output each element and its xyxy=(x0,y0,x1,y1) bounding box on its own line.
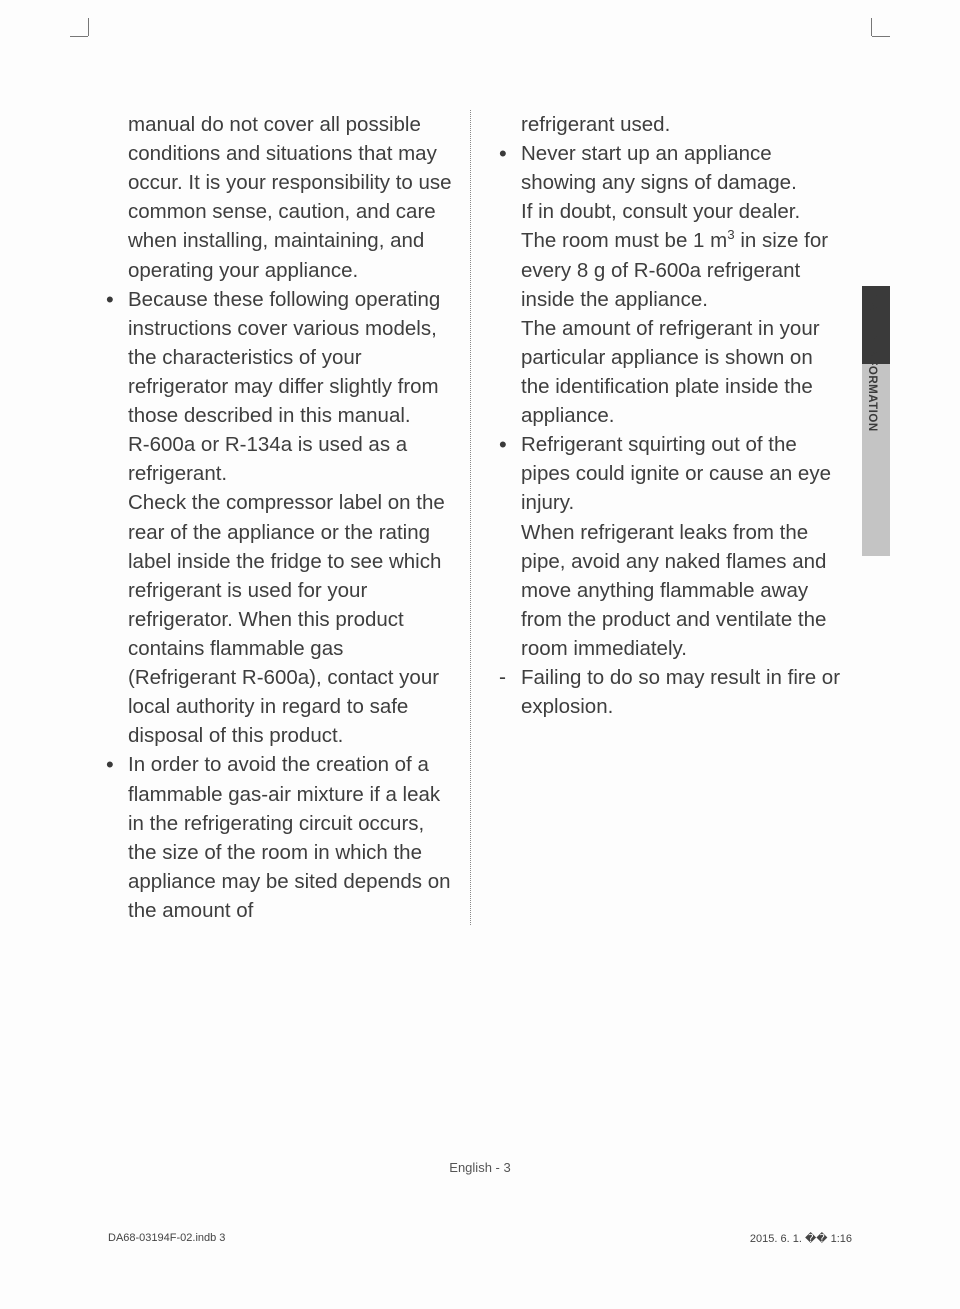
crop-mark xyxy=(872,36,890,37)
crop-mark xyxy=(70,36,88,37)
bullet-text: If in doubt, consult your dealer. xyxy=(521,200,800,223)
bullet-item: In order to avoid the creation of a flam… xyxy=(100,750,452,925)
footer-timestamp: 2015. 6. 1. �� 1:16 xyxy=(750,1232,852,1245)
side-tab-label: SAFETY INFORMATION xyxy=(866,294,878,432)
bullet-text: Because these following operating instru… xyxy=(128,288,440,427)
left-column: manual do not cover all possible conditi… xyxy=(100,110,470,925)
page-content: manual do not cover all possible conditi… xyxy=(100,110,845,925)
crop-mark xyxy=(871,18,872,36)
side-tab: SAFETY INFORMATION xyxy=(862,286,890,556)
bullet-text: Never start up an appliance showing any … xyxy=(521,142,797,194)
right-column: refrigerant used. Never start up an appl… xyxy=(470,110,845,925)
footer-filename: DA68-03194F-02.indb 3 xyxy=(108,1232,225,1244)
bullet-text: The amount of refrigerant in your partic… xyxy=(521,317,820,427)
bullet-text: In order to avoid the creation of a flam… xyxy=(128,753,451,922)
two-column-layout: manual do not cover all possible conditi… xyxy=(100,110,845,925)
superscript: 3 xyxy=(727,228,734,243)
text-fragment: The room must be 1 m xyxy=(521,229,727,252)
bullet-text: R-600a or R-134a is used as a refrigeran… xyxy=(128,433,407,485)
dash-item: Failing to do so may result in fire or e… xyxy=(493,663,845,721)
continuation-paragraph: manual do not cover all possible conditi… xyxy=(100,110,452,285)
bullet-item: Never start up an appliance showing any … xyxy=(493,139,845,430)
bullet-text: Check the compressor label on the rear o… xyxy=(128,491,445,747)
crop-mark xyxy=(88,18,89,36)
bullet-item: Because these following operating instru… xyxy=(100,285,452,751)
bullet-item: Refrigerant squirting out of the pipes c… xyxy=(493,430,845,663)
bullet-text: Refrigerant squirting out of the pipes c… xyxy=(521,433,831,514)
bullet-text: The room must be 1 m3 in size for every … xyxy=(521,229,828,310)
footer-page-number: English - 3 xyxy=(0,1160,960,1175)
continuation-paragraph: refrigerant used. xyxy=(493,110,845,139)
bullet-text: When refrigerant leaks from the pipe, av… xyxy=(521,521,826,660)
dash-text: Failing to do so may result in fire or e… xyxy=(521,666,840,718)
